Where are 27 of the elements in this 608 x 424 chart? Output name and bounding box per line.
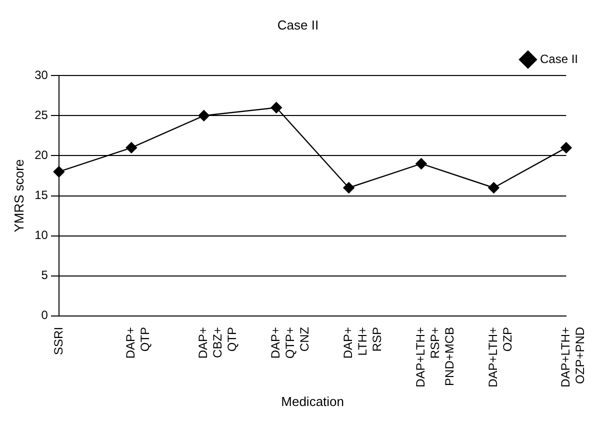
y-axis-title: YMRS score bbox=[11, 159, 26, 232]
y-tick-label: 15 bbox=[34, 188, 48, 202]
x-tick-label: DAP+LTH+ RSP+ PND+MCB bbox=[414, 326, 456, 388]
y-tick-label: 5 bbox=[41, 268, 48, 282]
x-tick-label: DAP+LTH+ OZP bbox=[486, 326, 514, 388]
y-tick-label: 30 bbox=[34, 68, 48, 82]
point bbox=[53, 166, 65, 178]
x-axis-title: Medication bbox=[281, 394, 344, 409]
x-tick-label: DAP+ QTP+ CNZ bbox=[268, 326, 312, 359]
x-tick-label: DAP+LTH+ OZP+PND bbox=[558, 326, 587, 388]
point bbox=[343, 182, 354, 194]
point bbox=[270, 102, 282, 114]
x-tick-label: SSRI bbox=[51, 326, 66, 355]
x-tick-label: DAP+ QTP bbox=[124, 326, 152, 359]
point bbox=[560, 142, 572, 154]
x-tick-label: DAP+ LTH+ RSP bbox=[341, 326, 384, 359]
y-tick-label: 20 bbox=[34, 148, 48, 162]
chart-title: Case II bbox=[277, 17, 319, 32]
point bbox=[198, 110, 210, 122]
legend-label: Case II bbox=[540, 52, 578, 66]
y-tick-label: 0 bbox=[41, 308, 48, 322]
x-tick-label: DAP+ CBZ+ QTP bbox=[196, 326, 239, 359]
point bbox=[488, 182, 500, 194]
y-tick-label: 10 bbox=[34, 228, 48, 242]
point bbox=[416, 158, 427, 170]
point bbox=[126, 142, 138, 154]
y-tick-label: 25 bbox=[34, 108, 48, 122]
